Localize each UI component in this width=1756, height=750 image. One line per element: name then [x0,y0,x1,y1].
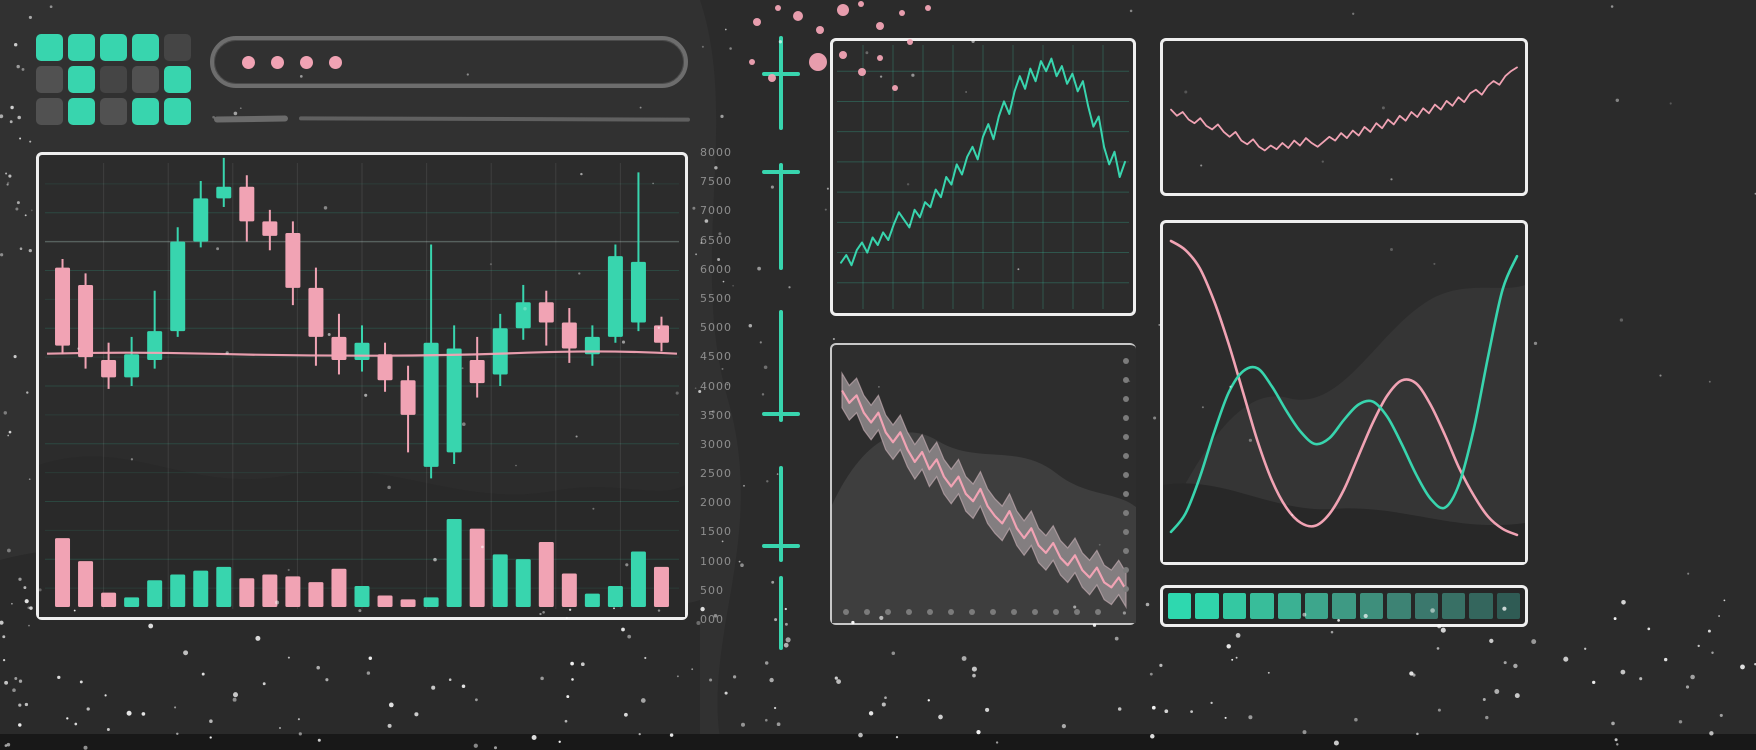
price-axis-label: 4000 [700,379,732,393]
app-grid-cell-3[interactable] [132,34,159,61]
heat-cell-5[interactable] [1304,593,1329,619]
heat-cell-1[interactable] [1195,593,1219,619]
price-axis-label: 1500 [700,525,732,539]
heat-cell-7[interactable] [1359,593,1384,619]
scribble-line-short [213,115,289,123]
search-dot [300,55,313,69]
price-axis: 8000 7500 7000 6500 6000 5500 5000 4500 4000 3500… [700,147,740,625]
search-dot [271,55,284,69]
heat-cell-2[interactable] [1222,593,1247,619]
candlestick-svg [39,157,685,617]
teal-line-svg [837,45,1129,309]
price-axis-label: 7000 [700,204,732,218]
price-axis-label: 500 [700,583,724,597]
heatmap-strip [1160,585,1528,627]
price-axis-label: 5500 [700,291,732,305]
app-grid-cell-6[interactable] [68,66,95,93]
heat-cell-8[interactable] [1387,593,1411,619]
smooth-curves-svg [1163,239,1525,562]
smooth-curves-panel[interactable] [1160,220,1528,565]
heat-cell-9[interactable] [1414,593,1438,619]
heat-cell-4[interactable] [1277,593,1301,619]
price-axis-label: 3500 [700,408,732,422]
app-grid-cell-14[interactable] [164,98,191,125]
app-grid-cell-11[interactable] [68,98,95,125]
app-grid-cell-1[interactable] [68,34,95,61]
candles [55,157,669,479]
heat-cell-11[interactable] [1469,593,1493,619]
band-chart-svg [832,358,1136,623]
price-axis-label: 2500 [700,467,732,481]
price-axis-label: 000 [700,613,724,626]
app-grid-cell-4[interactable] [164,34,191,61]
app-grid-cell-7[interactable] [100,66,127,93]
app-icon-grid [36,34,191,125]
search-dot [242,55,255,69]
price-axis-label: 4500 [700,350,732,364]
heat-cell-3[interactable] [1250,593,1274,619]
app-grid-cell-10[interactable] [36,98,63,125]
app-grid-cell-13[interactable] [132,98,159,125]
search-dot [329,55,342,69]
price-axis-label: 8000 [700,146,732,159]
teal-line-chart-panel[interactable] [830,38,1136,316]
app-grid-cell-2[interactable] [100,34,127,61]
price-axis-label: 7500 [700,175,732,189]
price-axis-label: 6500 [700,233,732,247]
price-axis-label: 5000 [700,321,732,335]
heat-cell-6[interactable] [1332,593,1356,619]
heat-cell-10[interactable] [1441,593,1466,619]
pink-line-chart-panel[interactable] [1160,38,1528,196]
app-grid-cell-8[interactable] [132,66,159,93]
price-axis-label: 3000 [700,437,732,451]
price-axis-label: 2000 [700,496,732,510]
app-grid-cell-12[interactable] [100,98,127,125]
search-bar[interactable] [210,36,688,88]
price-axis-label: 6000 [700,262,732,276]
pink-line-svg [1170,66,1518,152]
app-grid-cell-5[interactable] [36,66,63,93]
app-grid-cell-0[interactable] [36,34,63,61]
gauge-ticks [762,36,800,650]
candlestick-chart-panel[interactable] [36,152,688,620]
scribble-line-long [298,116,691,122]
heat-cell-0[interactable] [1168,593,1192,619]
search-dots [242,55,342,69]
heat-cell-12[interactable] [1496,593,1521,619]
price-axis-label: 1000 [700,554,732,568]
app-grid-cell-9[interactable] [164,66,191,93]
band-chart-panel[interactable] [830,343,1136,625]
